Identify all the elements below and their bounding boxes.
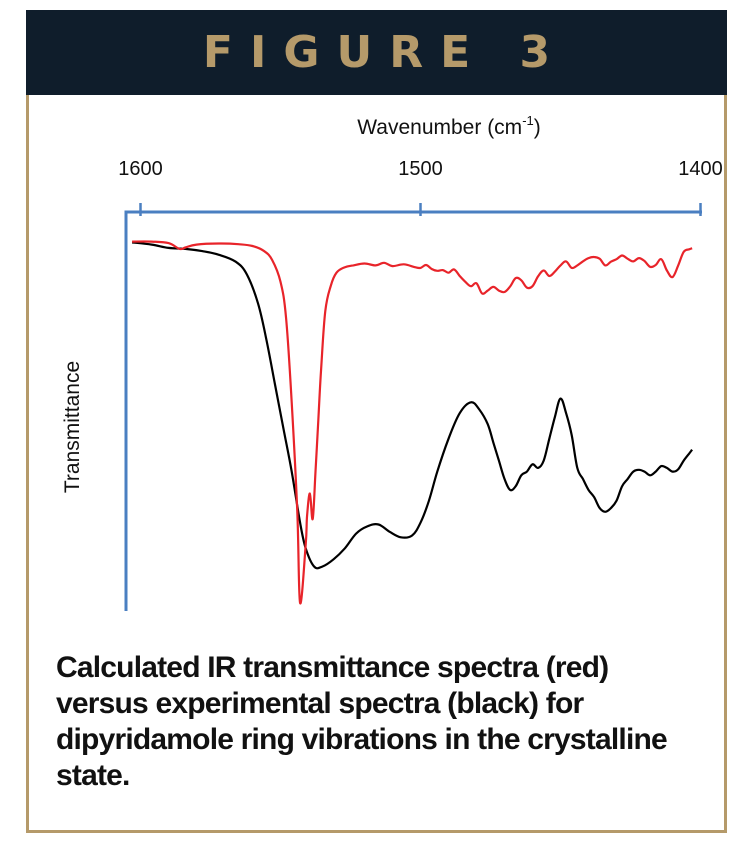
figure-caption: Calculated IR transmittance spectra (red… xyxy=(56,651,668,792)
x-tick-label: 1400 xyxy=(678,158,723,180)
figure-frame xyxy=(26,10,727,833)
x-axis-label: Wavenumber (cm-1) xyxy=(357,113,541,139)
x-tick-label: 1500 xyxy=(398,158,443,180)
y-axis-label: Transmittance xyxy=(61,361,84,493)
x-tick-label: 1600 xyxy=(118,158,163,180)
x-axis-label-main: Wavenumber (cm xyxy=(357,116,522,139)
x-axis-label-close: ) xyxy=(534,116,541,139)
experimental-spectrum-line xyxy=(131,241,693,570)
figure-header: FIGURE 3 xyxy=(26,10,727,95)
calculated-spectrum-line xyxy=(132,240,693,605)
x-axis-label-sup: -1 xyxy=(522,113,534,128)
figure-title: FIGURE 3 xyxy=(202,27,568,78)
